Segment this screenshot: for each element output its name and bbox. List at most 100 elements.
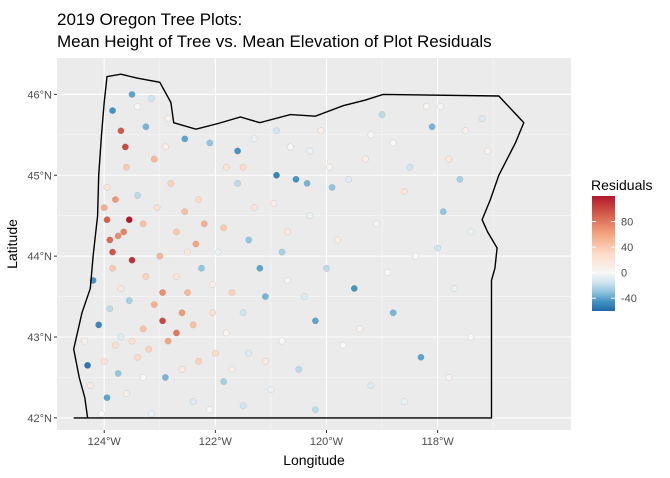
- plot-point-60: [125, 297, 133, 305]
- plot-point-92: [156, 252, 164, 260]
- plot-point-19: [111, 341, 119, 349]
- plot-point-52: [456, 175, 464, 183]
- plot-point-126: [250, 135, 258, 143]
- plot-point-138: [356, 325, 364, 333]
- legend-tick-label-0: 80: [621, 217, 633, 229]
- x-tick-label-0: 124°W: [88, 436, 122, 448]
- legend-tick-label-2: 0: [621, 268, 627, 280]
- y-tick-label-3: 45°N: [27, 170, 52, 182]
- plot-point-49: [389, 309, 397, 317]
- y-tick-label-0: 42°N: [27, 413, 52, 425]
- y-axis-title: Latitude: [4, 219, 20, 269]
- plot-point-127: [286, 143, 294, 151]
- plot-point-99: [206, 406, 214, 414]
- plot-point-26: [400, 188, 408, 195]
- legend-ticks: 80 40 0 -40: [592, 217, 637, 305]
- plot-point-100: [267, 386, 275, 393]
- plot-point-11: [178, 309, 186, 317]
- plot-point-57: [181, 135, 189, 143]
- plot-point-34: [95, 321, 103, 329]
- plot-point-64: [311, 406, 319, 414]
- plot-point-83: [450, 285, 458, 292]
- plot-point-18: [211, 349, 219, 357]
- plot-point-76: [278, 337, 286, 345]
- plot-point-53: [428, 123, 436, 131]
- plot-point-27: [445, 155, 453, 163]
- plot-point-87: [317, 127, 325, 135]
- plot-point-136: [434, 244, 442, 252]
- x-tick-label-1: 122°W: [199, 436, 233, 448]
- legend-tick-label-1: 40: [621, 242, 633, 254]
- plot-point-32: [109, 107, 116, 114]
- plot-point-131: [406, 163, 414, 171]
- plot-point-88: [273, 127, 280, 135]
- plot-point-74: [223, 329, 230, 337]
- plot-point-38: [161, 374, 169, 381]
- plot-point-84: [412, 252, 419, 260]
- plot-point-31: [306, 147, 314, 155]
- plot-point-23: [250, 204, 258, 212]
- plot-point-28: [462, 127, 469, 135]
- plot-point-91: [173, 228, 180, 236]
- plot-point-37: [103, 394, 111, 402]
- plot-point-106: [100, 204, 108, 212]
- plot-point-51: [439, 208, 447, 216]
- plot-point-107: [111, 196, 119, 203]
- plot-point-132: [437, 103, 444, 110]
- plot-point-118: [128, 337, 136, 345]
- plot-point-3: [128, 256, 136, 264]
- plot-point-9: [159, 317, 166, 325]
- plot-point-15: [139, 325, 147, 333]
- plot-point-140: [306, 212, 314, 220]
- plot-point-82: [467, 333, 475, 341]
- legend-tick-label-3: -40: [621, 293, 637, 305]
- plot-point-8: [120, 228, 128, 236]
- plot-point-105: [103, 183, 111, 191]
- plot-point-98: [178, 365, 186, 373]
- plot-point-125: [164, 115, 172, 123]
- plot-point-95: [106, 305, 114, 313]
- plot-point-62: [295, 365, 303, 373]
- plot-point-135: [467, 228, 475, 236]
- plot-point-143: [181, 208, 189, 216]
- plot-point-94: [117, 285, 125, 292]
- plot-point-69: [100, 357, 108, 365]
- plot-point-128: [325, 163, 333, 171]
- plot-point-75: [245, 349, 253, 357]
- plot-point-67: [148, 410, 155, 418]
- plot-point-16: [220, 224, 228, 232]
- y-tick-label-1: 43°N: [27, 332, 52, 344]
- plot-point-10: [173, 329, 180, 337]
- plot-point-70: [134, 353, 141, 361]
- plot-point-5: [106, 236, 114, 244]
- plot-point-61: [198, 264, 205, 272]
- plot-panel: [57, 58, 571, 430]
- plot-point-68: [123, 390, 130, 398]
- plot-point-108: [139, 220, 147, 228]
- plot-point-73: [209, 309, 216, 317]
- legend-title: Residuals: [591, 177, 652, 193]
- plot-point-139: [323, 264, 330, 272]
- x-tick-label-2: 120°W: [310, 436, 344, 448]
- plot-point-81: [445, 374, 453, 381]
- plot-point-102: [234, 179, 241, 187]
- plot-point-2: [125, 216, 133, 224]
- plot-point-55: [234, 147, 241, 155]
- plot-point-20: [150, 155, 158, 163]
- plot-point-146: [114, 369, 122, 377]
- plot-point-22: [239, 163, 247, 171]
- plot-point-35: [84, 361, 91, 369]
- plot-point-123: [134, 103, 141, 110]
- legend-colorbar: [592, 196, 615, 311]
- plot-point-0: [117, 127, 125, 135]
- plot-point-110: [184, 248, 191, 256]
- plot-point-4: [103, 216, 111, 224]
- plot-point-130: [389, 139, 397, 147]
- plot-point-45: [245, 236, 253, 244]
- y-tick-label-4: 46°N: [27, 89, 52, 101]
- plot-point-50: [417, 353, 425, 361]
- plot-point-48: [350, 285, 358, 292]
- plot-point-104: [123, 163, 130, 171]
- plot-point-114: [173, 272, 180, 280]
